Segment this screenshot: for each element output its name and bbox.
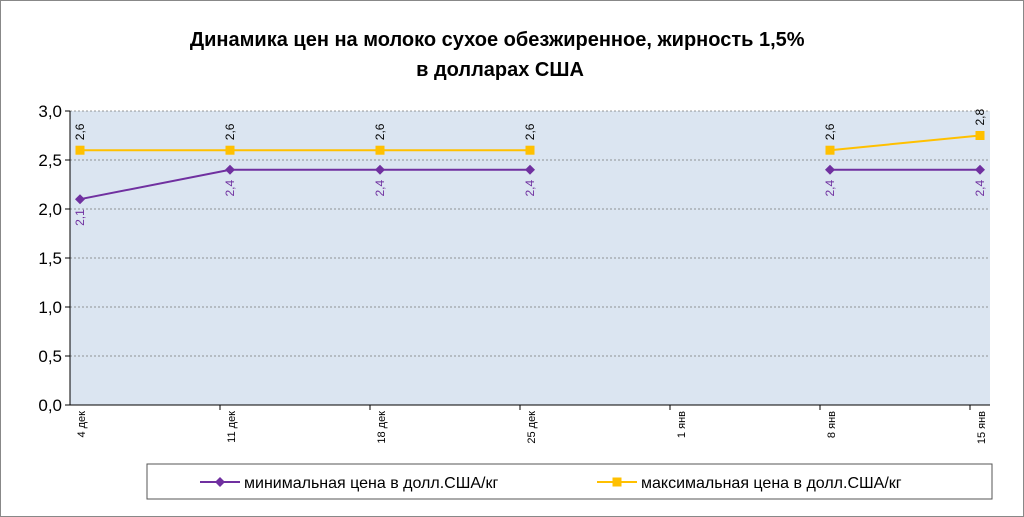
legend-box [146,463,993,500]
x-tick-label: 8 янв [826,411,838,438]
data-point [975,164,985,175]
data-point [825,164,835,175]
data-point [525,164,535,175]
y-tick-label: 1,5 [38,249,62,268]
data-label: 2,8 [973,108,987,125]
data-label: 2,4 [823,179,837,196]
data-label: 2,6 [823,123,837,140]
data-label: 2,4 [523,179,537,196]
data-point [375,145,385,155]
x-tick-label: 4 дек [76,411,88,438]
y-tick-label: 0,5 [38,347,62,366]
x-tick-label: 11 дек [226,411,238,443]
data-point [525,145,535,155]
data-label: 2,6 [373,123,387,140]
y-tick-label: 3,0 [38,102,62,121]
data-label: 2,6 [73,123,87,140]
data-point [225,164,235,175]
data-point [975,131,985,140]
data-point [825,145,835,155]
data-point [75,194,85,205]
data-point [75,145,85,155]
x-tick-label: 18 дек [376,411,388,444]
data-label: 2,4 [223,179,237,196]
x-tick-label: 1 янв [676,411,688,438]
y-tick-label: 1,0 [38,298,62,317]
data-label: 2,4 [973,179,987,196]
legend-marker [215,477,225,487]
legend-label: минимальная цена в долл.США/кг [244,475,498,492]
data-label: 2,1 [73,209,87,226]
legend-marker [612,477,622,487]
series-line [80,134,981,152]
x-tick-label: 15 янв [976,411,988,444]
data-label: 2,6 [523,123,537,140]
data-label: 2,6 [223,123,237,140]
x-tick-label: 25 дек [526,411,538,444]
data-point [375,164,385,175]
y-tick-label: 2,0 [38,200,62,219]
chart-title: Динамика цен на молоко сухое обезжиренно… [190,29,810,81]
y-tick-label: 0,0 [38,396,62,415]
series-line [79,168,980,201]
data-label: 2,4 [373,179,387,196]
data-point [225,145,235,155]
legend-label: максимальная цена в долл.США/кг [641,475,902,492]
y-tick-label: 2,5 [38,151,62,170]
